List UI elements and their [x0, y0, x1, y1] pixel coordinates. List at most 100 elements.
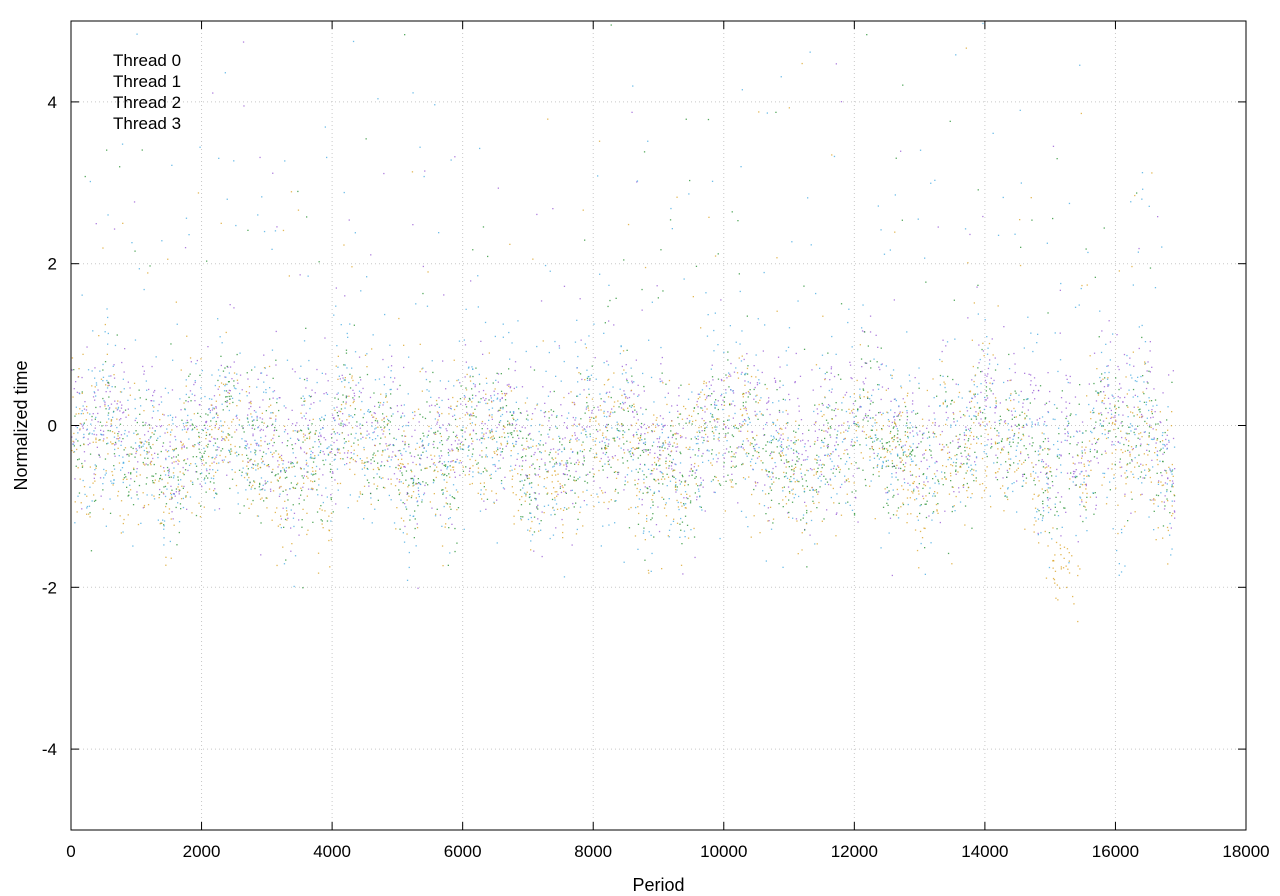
data-point: [166, 488, 168, 490]
data-point: [140, 405, 142, 407]
data-point: [468, 397, 471, 400]
data-point: [255, 464, 257, 466]
data-point: [662, 425, 664, 427]
data-point: [688, 421, 691, 423]
data-point: [372, 457, 374, 459]
data-point: [890, 453, 892, 455]
data-point: [637, 384, 639, 386]
data-point: [75, 425, 77, 427]
data-point: [427, 484, 429, 486]
data-point: [840, 378, 842, 380]
data-point: [955, 424, 957, 426]
data-point: [204, 427, 207, 429]
data-point: [201, 456, 204, 458]
data-point: [660, 363, 662, 365]
data-point: [1039, 445, 1041, 447]
data-point: [1042, 507, 1044, 509]
data-point: [994, 357, 996, 359]
data-point: [363, 413, 365, 415]
data-point: [892, 427, 894, 429]
data-point: [102, 397, 104, 400]
data-point: [555, 461, 557, 464]
data-point: [714, 420, 716, 422]
data-point: [684, 491, 687, 493]
data-point: [290, 550, 292, 552]
data-point: [775, 430, 777, 432]
data-point: [420, 483, 422, 486]
data-point: [1027, 398, 1029, 400]
data-point: [210, 477, 213, 479]
data-point: [459, 443, 461, 445]
data-point: [958, 438, 960, 440]
data-point: [443, 505, 445, 508]
data-point: [113, 364, 115, 366]
data-point: [558, 448, 561, 451]
data-point: [265, 453, 267, 455]
data-point: [1013, 352, 1015, 355]
data-point: [330, 497, 332, 499]
data-point: [1075, 534, 1077, 537]
data-point: [1068, 488, 1070, 490]
data-point: [584, 412, 586, 414]
data-point: [494, 335, 496, 338]
data-point: [326, 520, 329, 522]
data-point: [511, 424, 514, 426]
data-point: [381, 429, 383, 431]
data-point: [1076, 475, 1078, 478]
data-point: [821, 441, 823, 443]
data-point: [722, 454, 724, 456]
data-point: [823, 464, 825, 466]
data-point: [72, 443, 75, 445]
data-point: [182, 487, 184, 489]
data-point: [298, 519, 300, 521]
data-point: [802, 517, 804, 519]
data-point: [668, 445, 670, 447]
data-point: [643, 478, 645, 480]
data-point: [702, 452, 704, 455]
data-point: [226, 400, 228, 402]
data-point: [180, 479, 182, 481]
data-point: [1138, 409, 1140, 411]
data-point: [464, 431, 466, 433]
data-point: [197, 478, 199, 480]
data-point: [87, 438, 89, 440]
data-point: [753, 365, 755, 367]
data-point: [488, 399, 490, 401]
data-point: [155, 356, 157, 358]
data-point: [492, 464, 494, 466]
data-point: [417, 490, 420, 492]
data-point: [621, 365, 623, 368]
data-point: [448, 454, 450, 456]
data-point: [624, 401, 626, 404]
data-point: [319, 468, 321, 470]
data-point: [242, 427, 244, 429]
data-point: [865, 484, 867, 487]
data-point: [419, 146, 421, 148]
data-point: [218, 508, 221, 510]
data-point: [1152, 499, 1154, 501]
data-point: [399, 449, 401, 452]
data-point: [352, 389, 354, 391]
data-point: [118, 440, 120, 442]
data-point: [582, 463, 584, 465]
data-point: [887, 459, 889, 462]
data-point: [264, 440, 266, 443]
data-point: [433, 440, 435, 443]
data-point: [1077, 541, 1079, 543]
data-point: [785, 454, 787, 456]
data-point: [887, 387, 889, 390]
data-point: [710, 480, 713, 483]
data-point: [944, 472, 946, 474]
data-point: [441, 463, 443, 465]
data-point: [233, 361, 235, 363]
data-point: [881, 363, 883, 365]
data-point: [845, 502, 847, 504]
data-point: [1118, 368, 1120, 371]
data-point: [804, 529, 806, 531]
data-point: [120, 391, 123, 393]
data-point: [696, 469, 698, 471]
data-point: [809, 534, 811, 536]
data-point: [632, 454, 635, 456]
data-point: [554, 340, 556, 343]
data-point: [1004, 495, 1007, 497]
